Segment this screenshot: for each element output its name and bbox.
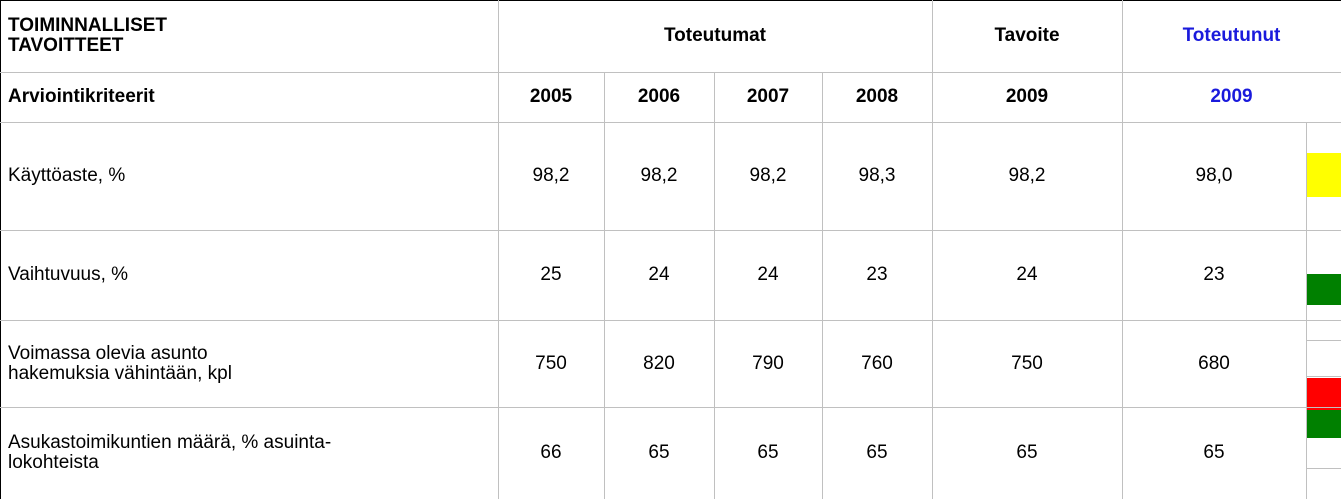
target: 24: [1016, 264, 1038, 285]
value: 790: [752, 352, 784, 374]
value: 760: [861, 352, 893, 374]
value: 23: [866, 264, 888, 285]
sub-line: [1306, 376, 1341, 377]
text-line: Asukastoimikuntien määrä, % asuinta-: [8, 432, 332, 453]
text-line: Voimassa olevia asunto: [8, 342, 208, 364]
row-line: [0, 320, 1341, 321]
realized: 65: [1203, 442, 1225, 463]
row-label: Vaihtuvuus, %: [0, 230, 498, 320]
value: 25: [540, 264, 562, 285]
value: 98,3: [858, 165, 896, 186]
row-label: Voimassa olevia asunto hakemuksia vähintä…: [0, 320, 498, 407]
col-line: [932, 0, 933, 499]
col-line: [1122, 0, 1123, 499]
year-header: 2005: [529, 86, 573, 107]
border: [0, 0, 1, 499]
value: 750: [535, 352, 567, 374]
row-line: [0, 407, 1341, 408]
group-header: Toteutumat: [663, 25, 767, 46]
value: 66: [540, 442, 562, 463]
year-header: 2008: [855, 86, 899, 107]
col-line: [822, 72, 823, 499]
group-header: Tavoite: [994, 25, 1060, 46]
text-line: lokohteista: [8, 452, 99, 473]
col-line: [714, 72, 715, 499]
text-line: TAVOITTEET: [8, 35, 124, 56]
group-header: Toteutunut: [1182, 25, 1281, 46]
value: 98,2: [532, 165, 570, 186]
sub-line: [1306, 340, 1341, 341]
value: 98,2: [640, 165, 678, 186]
year-header: 2009: [1210, 86, 1253, 107]
status-yellow: [1307, 153, 1341, 197]
col-line: [604, 72, 605, 499]
target: 65: [1016, 442, 1038, 463]
row-label: Käyttöaste, %: [0, 122, 498, 230]
border: [0, 0, 1341, 1]
title: TOIMINNALLISET TAVOITTEET: [0, 0, 498, 72]
realized: 23: [1203, 264, 1225, 285]
value: 65: [757, 442, 779, 463]
status-green: [1307, 410, 1341, 438]
year-header: 2007: [746, 86, 790, 107]
text-line: Käyttöaste, %: [8, 165, 126, 186]
year-header: 2006: [637, 86, 681, 107]
col-line: [1306, 122, 1307, 499]
col-line: [498, 0, 499, 499]
value: 24: [648, 264, 670, 285]
text-line: Vaihtuvuus, %: [8, 264, 129, 285]
year-header: 2009: [1005, 86, 1049, 107]
target: 98,2: [1008, 165, 1046, 186]
row-line: [0, 230, 1341, 231]
value: 65: [648, 442, 670, 463]
criteria-header: Arviointikriteerit: [8, 86, 155, 107]
value: 820: [643, 352, 675, 374]
text-line: TOIMINNALLISET: [8, 15, 168, 36]
value: 98,2: [749, 165, 787, 186]
row-line: [0, 122, 1341, 123]
text-line: hakemuksia vähintään, kpl: [8, 362, 232, 384]
status-green: [1307, 274, 1341, 305]
value: 24: [757, 264, 779, 285]
realized: 98,0: [1195, 165, 1233, 186]
value: 65: [866, 442, 888, 463]
sub-line: [1306, 468, 1341, 469]
realized: 680: [1198, 352, 1230, 374]
status-red: [1307, 378, 1341, 410]
target: 750: [1011, 352, 1043, 374]
row-label: Asukastoimikuntien määrä, % asuinta-loko…: [0, 407, 498, 499]
row-line: [0, 72, 1341, 73]
